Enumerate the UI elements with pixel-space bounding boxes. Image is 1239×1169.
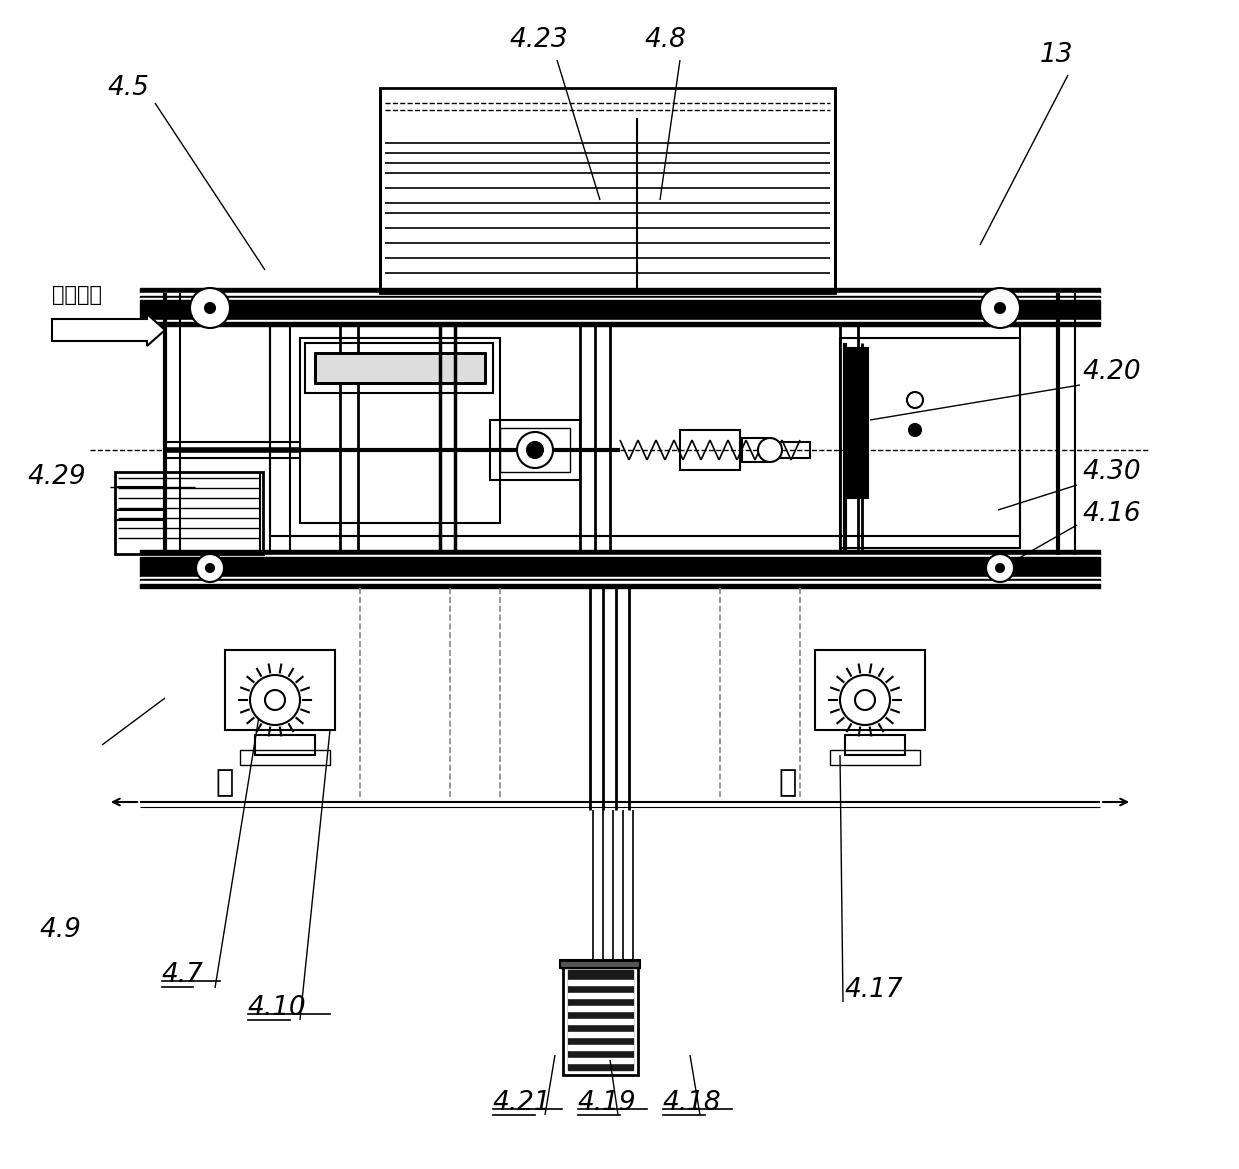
Bar	[315, 353, 484, 383]
FancyArrow shape	[52, 314, 165, 346]
Text: 4.30: 4.30	[1083, 459, 1141, 485]
Text: 4.5: 4.5	[108, 75, 150, 101]
Text: 13: 13	[1040, 42, 1073, 68]
Bar	[140, 559, 1100, 577]
Bar	[140, 321, 1100, 326]
Text: 4.19: 4.19	[579, 1090, 637, 1116]
Text: 传输方向: 传输方向	[52, 285, 102, 305]
Bar	[567, 1019, 633, 1024]
Bar	[140, 300, 1100, 302]
Text: 4.23: 4.23	[510, 27, 569, 53]
Bar	[140, 577, 1100, 579]
Text: 后: 后	[778, 768, 797, 797]
Circle shape	[758, 438, 782, 462]
Circle shape	[527, 442, 543, 458]
Bar	[140, 581, 1100, 584]
Bar	[140, 584, 1100, 588]
Bar	[830, 750, 921, 765]
Text: 4.7: 4.7	[162, 962, 204, 988]
Bar	[781, 442, 810, 458]
Bar	[305, 343, 493, 393]
Bar	[240, 750, 330, 765]
Circle shape	[196, 554, 224, 582]
Bar	[742, 438, 767, 462]
Bar	[140, 298, 1100, 300]
Bar	[140, 302, 1100, 320]
Circle shape	[190, 288, 230, 328]
Bar	[140, 549, 1100, 555]
Text: 4.17: 4.17	[845, 977, 903, 1003]
Text: 前: 前	[216, 768, 233, 797]
Bar	[567, 970, 633, 1070]
Bar	[140, 296, 1100, 298]
Bar	[140, 293, 1100, 296]
Circle shape	[980, 288, 1020, 328]
Bar	[270, 326, 1020, 537]
Bar	[380, 88, 835, 293]
Bar	[567, 1032, 633, 1037]
Bar	[567, 1007, 633, 1011]
Text: 4.18: 4.18	[663, 1090, 721, 1116]
Circle shape	[986, 554, 1014, 582]
Bar	[845, 735, 904, 755]
Bar	[680, 430, 740, 470]
Text: 4.10: 4.10	[248, 995, 306, 1021]
Bar	[567, 992, 633, 998]
Text: 4.8: 4.8	[646, 27, 686, 53]
Text: 4.20: 4.20	[1083, 359, 1141, 385]
Circle shape	[517, 433, 553, 468]
Bar	[815, 650, 926, 729]
Bar	[560, 960, 641, 968]
Bar	[567, 1058, 633, 1063]
Text: 4.16: 4.16	[1083, 502, 1141, 527]
Circle shape	[250, 675, 300, 725]
Circle shape	[204, 303, 216, 313]
Bar	[840, 338, 1020, 548]
Bar	[140, 555, 1100, 556]
Bar	[501, 428, 570, 472]
Bar	[140, 556, 1100, 559]
Bar	[567, 1045, 633, 1050]
Bar	[255, 735, 315, 755]
Bar	[300, 338, 501, 523]
Text: 4.29: 4.29	[28, 464, 87, 490]
Bar	[489, 420, 580, 480]
Circle shape	[855, 690, 875, 710]
Text: 4.9: 4.9	[40, 916, 82, 943]
Circle shape	[265, 690, 285, 710]
Bar	[140, 320, 1100, 321]
Bar	[140, 579, 1100, 581]
Circle shape	[995, 303, 1005, 313]
Bar	[847, 348, 869, 498]
Circle shape	[907, 392, 923, 408]
Bar	[567, 980, 633, 985]
Bar	[563, 964, 638, 1075]
Bar	[225, 650, 335, 729]
Circle shape	[206, 563, 214, 572]
Bar	[115, 472, 263, 554]
Circle shape	[996, 563, 1004, 572]
Circle shape	[840, 675, 890, 725]
Circle shape	[909, 424, 921, 436]
Text: 4.21: 4.21	[493, 1090, 551, 1116]
Bar	[140, 288, 1100, 293]
